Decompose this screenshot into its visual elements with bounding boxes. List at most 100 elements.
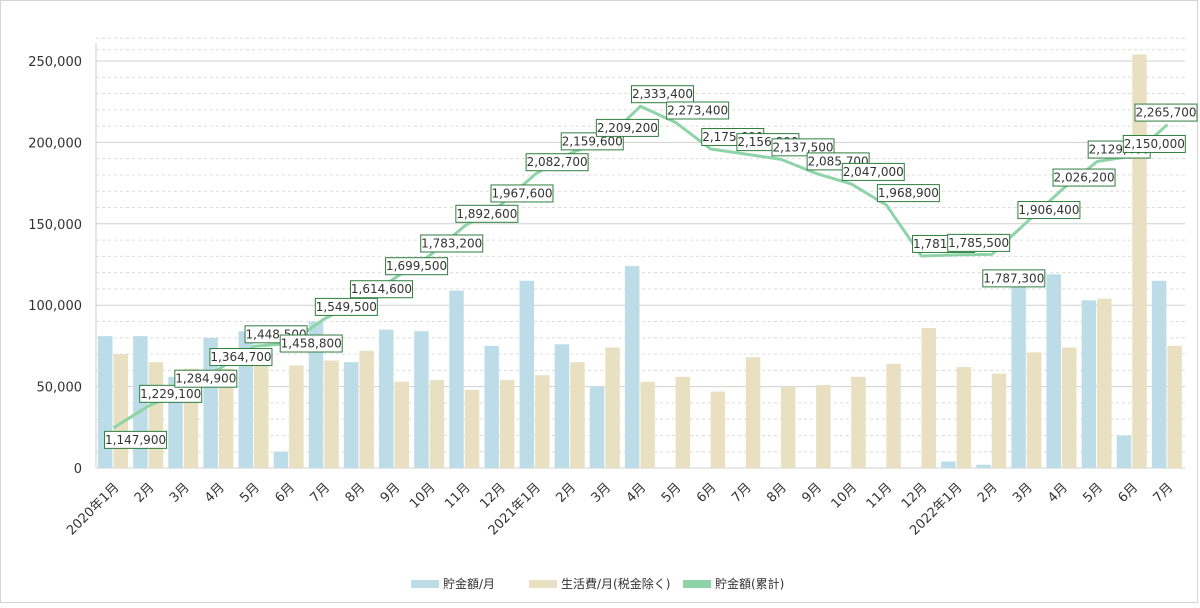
- data-label-box: [631, 85, 694, 104]
- y-tick-label: 50,000: [37, 381, 83, 396]
- x-tick-label: 8月: [343, 480, 369, 506]
- x-tick-label: 12月: [899, 480, 930, 511]
- bar-saving: [379, 329, 394, 468]
- x-tick-label: 12月: [477, 480, 508, 511]
- data-label: 2,047,000: [843, 165, 904, 179]
- bar-living: [570, 362, 585, 468]
- bar-saving: [1046, 274, 1061, 468]
- x-tick-label: 8月: [764, 480, 790, 506]
- y-tick-label: 100,000: [28, 299, 82, 314]
- x-tick-label: 6月: [694, 480, 720, 506]
- bar-living: [886, 363, 901, 468]
- bar-saving: [273, 451, 289, 468]
- x-tick-label: 4月: [624, 480, 650, 506]
- data-label-box: [947, 233, 1011, 252]
- data-label: 1,787,300: [983, 271, 1044, 285]
- x-tick-label: 3月: [1010, 480, 1036, 506]
- bar-living: [710, 391, 726, 468]
- bar-living: [1061, 347, 1077, 468]
- bar-living: [394, 381, 410, 468]
- bar-saving: [484, 345, 499, 468]
- bar-living: [816, 384, 831, 468]
- data-label-box: [279, 334, 343, 353]
- x-tick-label: 9月: [378, 480, 404, 506]
- data-label: 1,229,100: [140, 387, 201, 401]
- bar-living: [359, 350, 374, 468]
- y-tick-label: 0: [74, 462, 82, 477]
- data-label: 2,273,400: [667, 103, 728, 117]
- data-label: 1,614,600: [351, 282, 412, 296]
- y-tick-label: 250,000: [28, 55, 82, 70]
- data-label-box: [666, 101, 730, 120]
- bar-living: [464, 389, 480, 468]
- data-label-box: [982, 269, 1046, 288]
- x-tick-label: 3月: [589, 480, 615, 506]
- x-tick-label: 11月: [442, 480, 473, 511]
- data-label-box: [420, 234, 484, 253]
- bar-series: [98, 54, 1182, 468]
- x-tick-label: 4月: [1045, 480, 1071, 506]
- data-label-box: [1122, 134, 1186, 153]
- data-label-box: [139, 384, 203, 403]
- bar-saving: [1011, 275, 1026, 468]
- bar-saving: [1081, 300, 1097, 468]
- bar-saving: [1151, 280, 1167, 468]
- legend-label: 生活費/月(税金除く): [561, 576, 670, 591]
- bar-living: [991, 373, 1007, 468]
- x-tick-label: 6月: [272, 480, 298, 506]
- data-label: 2,209,200: [597, 121, 658, 135]
- x-tick-label: 5月: [1080, 480, 1106, 506]
- legend-swatch: [683, 580, 711, 588]
- x-tick-label: 11月: [864, 480, 895, 511]
- x-tick-label: 5月: [237, 480, 263, 506]
- bar-living: [640, 381, 655, 468]
- bar-saving: [554, 344, 570, 468]
- legend-swatch: [411, 580, 439, 588]
- x-tick-label: 2月: [553, 480, 579, 506]
- bar-living: [254, 352, 269, 468]
- data-label: 1,906,400: [1018, 203, 1079, 217]
- data-label: 2,333,400: [632, 87, 693, 101]
- bar-living: [605, 347, 620, 468]
- x-tick-label: 3月: [167, 480, 193, 506]
- data-label: 1,783,200: [421, 236, 482, 250]
- bar-saving: [343, 362, 359, 468]
- data-label: 1,364,700: [210, 350, 271, 364]
- bar-saving: [414, 331, 429, 468]
- x-tick-label: 6月: [1115, 480, 1141, 506]
- bar-living: [780, 386, 796, 468]
- legend-label: 貯金額/月: [443, 576, 495, 591]
- data-label-box: [771, 138, 835, 157]
- data-label: 1,284,900: [175, 372, 236, 386]
- data-label: 1,785,500: [948, 236, 1009, 250]
- bar-living: [113, 354, 128, 468]
- bar-living: [289, 365, 304, 468]
- bar-living: [921, 327, 936, 468]
- data-label-box: [595, 118, 659, 137]
- bar-living: [218, 368, 234, 468]
- bar-saving: [308, 321, 324, 468]
- y-tick-label: 200,000: [28, 136, 82, 151]
- bar-living: [745, 357, 761, 468]
- bar-living: [324, 360, 339, 468]
- line-series: [112, 104, 1169, 430]
- x-tick-label: 7月: [729, 480, 755, 506]
- bar-living: [1026, 352, 1042, 468]
- x-tick-label: 10月: [829, 480, 860, 511]
- data-label-box: [525, 153, 589, 172]
- legend-label: 貯金額(累計): [715, 576, 784, 591]
- data-label: 2,082,700: [527, 155, 588, 169]
- bar-living: [851, 376, 866, 468]
- data-label: 1,147,900: [105, 433, 166, 447]
- data-label: 1,968,900: [878, 186, 939, 200]
- legend-swatch: [529, 580, 557, 588]
- bar-saving: [1116, 435, 1132, 468]
- bar-living: [499, 380, 515, 468]
- data-label-box: [349, 280, 413, 299]
- x-tick-label: 10月: [407, 480, 438, 511]
- data-label: 2,026,200: [1054, 171, 1115, 185]
- bar-saving: [941, 461, 956, 468]
